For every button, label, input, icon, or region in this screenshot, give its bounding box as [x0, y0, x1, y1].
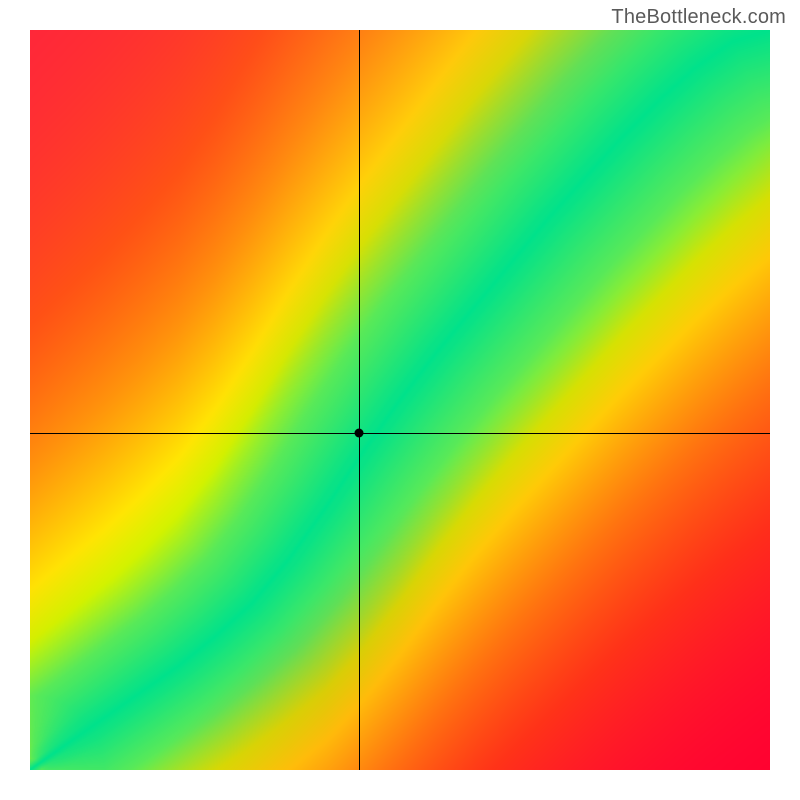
bottleneck-heatmap-plot [30, 30, 770, 770]
crosshair-horizontal-line [30, 433, 770, 434]
crosshair-marker-dot [355, 429, 364, 438]
crosshair-vertical-line [359, 30, 360, 770]
heatmap-canvas [30, 30, 770, 770]
watermark-text: TheBottleneck.com [611, 6, 786, 29]
